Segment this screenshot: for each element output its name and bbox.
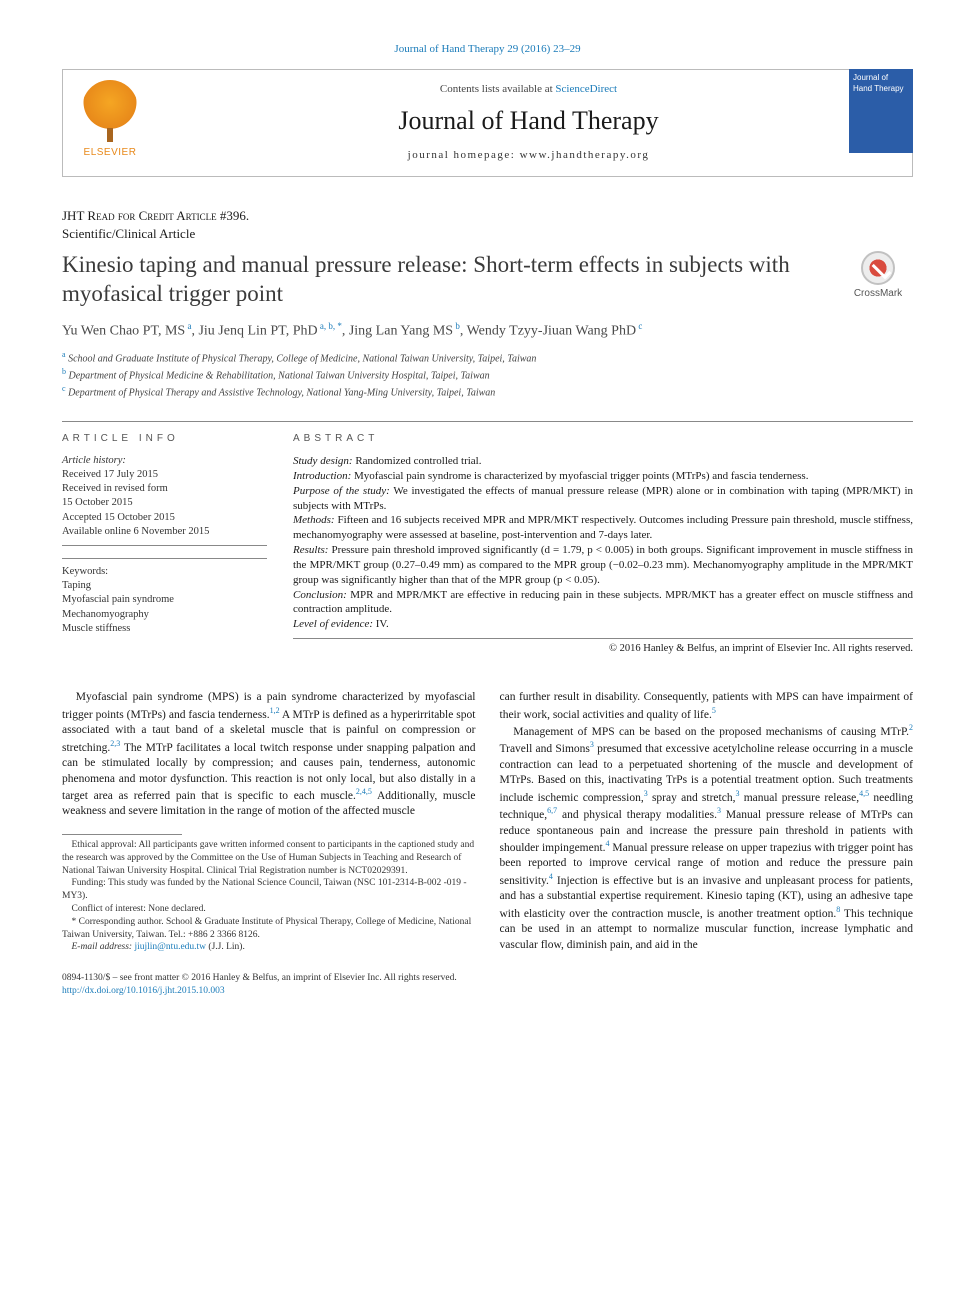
keywords: Keywords: Taping Myofascial pain syndrom… xyxy=(62,558,267,636)
journal-header: ELSEVIER Contents lists available at Sci… xyxy=(62,69,913,177)
doi-link[interactable]: http://dx.doi.org/10.1016/j.jht.2015.10.… xyxy=(62,985,913,998)
email-link[interactable]: jiujlin@ntu.edu.tw xyxy=(134,942,206,952)
article-history: Article history: Received 17 July 2015 R… xyxy=(62,454,267,546)
history-item: Accepted 15 October 2015 xyxy=(62,511,267,525)
body-paragraph: can further result in disability. Conseq… xyxy=(500,690,914,723)
history-label: Article history: xyxy=(62,454,267,468)
abstract-copyright: © 2016 Hanley & Belfus, an imprint of El… xyxy=(293,642,913,656)
article-info-heading: article info xyxy=(62,432,267,446)
sciencedirect-link[interactable]: ScienceDirect xyxy=(555,83,617,95)
keywords-label: Keywords: xyxy=(62,565,267,579)
contents-prefix: Contents lists available at xyxy=(440,83,555,95)
journal-name: Journal of Hand Therapy xyxy=(157,103,900,138)
affiliation: c Department of Physical Therapy and Ass… xyxy=(62,384,913,400)
affiliations: a School and Graduate Institute of Physi… xyxy=(62,350,913,399)
journal-cover-thumb: Journal of Hand Therapy xyxy=(849,69,913,153)
homepage-url[interactable]: www.jhandtherapy.org xyxy=(520,149,650,161)
history-item: Received in revised form xyxy=(62,482,267,496)
homepage-label: journal homepage: xyxy=(408,149,520,161)
body-paragraph: Myofascial pain syndrome (MPS) is a pain… xyxy=(62,690,476,820)
affiliation: a School and Graduate Institute of Physi… xyxy=(62,350,913,366)
elsevier-logo: ELSEVIER xyxy=(75,80,145,165)
homepage-line: journal homepage: www.jhandtherapy.org xyxy=(157,148,900,163)
authors: Yu Wen Chao PT, MS a, Jiu Jenq Lin PT, P… xyxy=(62,320,913,342)
elsevier-tree-icon xyxy=(82,80,138,136)
keyword: Taping xyxy=(62,579,267,593)
article-title: Kinesio taping and manual pressure relea… xyxy=(62,251,829,309)
elsevier-label: ELSEVIER xyxy=(84,146,137,160)
abstract-body: Study design: Randomized controlled tria… xyxy=(293,454,913,639)
crossmark-badge[interactable]: CrossMark xyxy=(843,251,913,301)
footnote-email: E-mail address: jiujlin@ntu.edu.tw (J.J.… xyxy=(62,941,476,954)
footnotes: Ethical approval: All participants gave … xyxy=(62,839,476,954)
history-item: Received 17 July 2015 xyxy=(62,468,267,482)
crossmark-icon xyxy=(861,251,895,285)
footnote-conflict: Conflict of interest: None declared. xyxy=(62,903,476,916)
article-type-line1: JHT Read for Credit Article #396. xyxy=(62,207,913,225)
body-paragraph: Management of MPS can be based on the pr… xyxy=(500,723,914,953)
keyword: Muscle stiffness xyxy=(62,622,267,636)
section-divider xyxy=(62,421,913,422)
contents-line: Contents lists available at ScienceDirec… xyxy=(157,82,900,97)
footer-front-matter: 0894-1130/$ – see front matter © 2016 Ha… xyxy=(62,972,913,985)
page-footer: 0894-1130/$ – see front matter © 2016 Ha… xyxy=(62,972,913,998)
credit-article-line: JHT Read for Credit Article #396. xyxy=(62,208,249,223)
history-item: 15 October 2015 xyxy=(62,496,267,510)
history-item: Available online 6 November 2015 xyxy=(62,525,267,539)
journal-reference: Journal of Hand Therapy 29 (2016) 23–29 xyxy=(62,42,913,57)
cover-line2: Hand Therapy xyxy=(853,84,909,95)
cover-line1: Journal of xyxy=(853,73,909,84)
affiliation: b Department of Physical Medicine & Reha… xyxy=(62,367,913,383)
footnote-ethical: Ethical approval: All participants gave … xyxy=(62,839,476,877)
abstract-heading: abstract xyxy=(293,432,913,446)
article-body: Myofascial pain syndrome (MPS) is a pain… xyxy=(62,690,913,954)
article-type-line2: Scientific/Clinical Article xyxy=(62,225,913,243)
crossmark-label: CrossMark xyxy=(854,287,902,301)
keyword: Mechanomyography xyxy=(62,608,267,622)
footnote-corresponding: * Corresponding author. School & Graduat… xyxy=(62,916,476,942)
keyword: Myofascial pain syndrome xyxy=(62,593,267,607)
footnote-funding: Funding: This study was funded by the Na… xyxy=(62,877,476,903)
footnote-rule xyxy=(62,834,182,835)
